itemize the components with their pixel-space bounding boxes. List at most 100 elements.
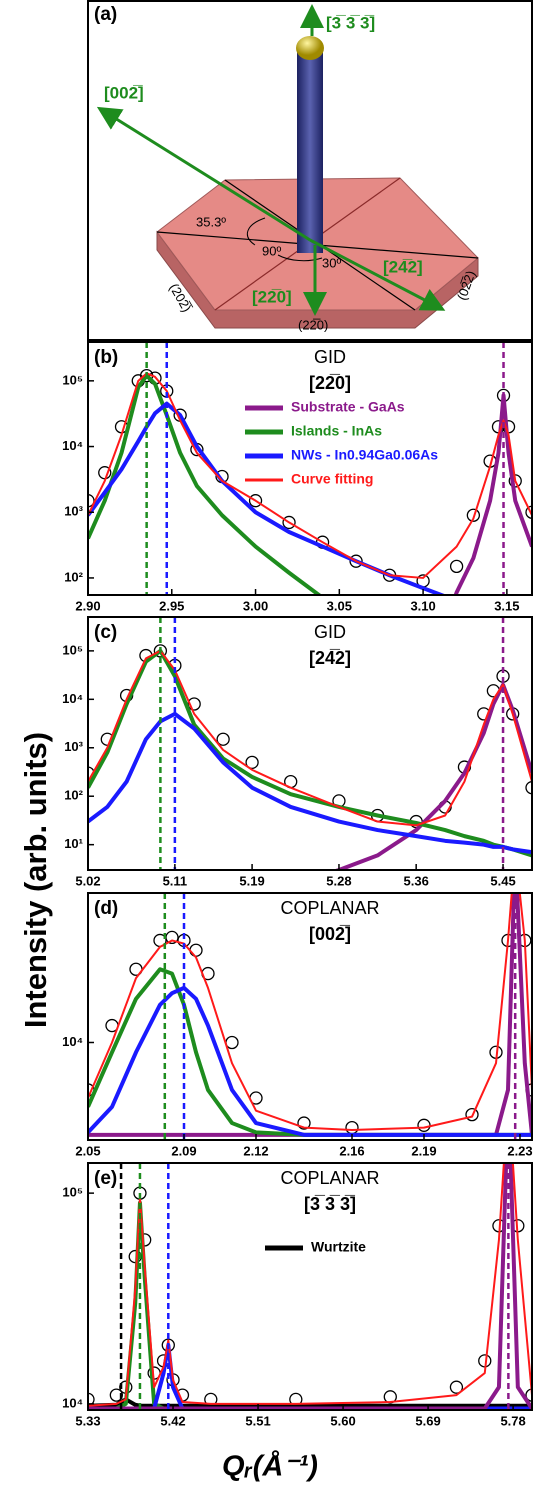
y-tick-label: 10⁵ (62, 642, 83, 657)
data-point (153, 644, 168, 658)
direction-arrow (96, 106, 311, 242)
series-line (453, 393, 532, 595)
data-point (465, 1107, 479, 1122)
nanowire-cap (296, 36, 324, 60)
series-line (332, 682, 532, 870)
series-line (88, 893, 532, 1131)
data-point (216, 732, 230, 746)
x-tick-label: 2.90 (75, 598, 100, 613)
data-point (525, 1388, 532, 1402)
series-line (88, 1397, 532, 1408)
data-point (297, 1116, 311, 1130)
data-point (88, 1392, 95, 1407)
plot-area (88, 1163, 532, 1410)
legend-label: Substrate - GaAs (291, 399, 405, 415)
panel-label: (b) (94, 347, 118, 368)
panel-subtitle: [002̅] (309, 924, 351, 944)
angle-label: 30º (322, 255, 341, 270)
panel-subtitle: [3̅ 3̅ 3̅] (304, 1194, 356, 1214)
panel-title: GID (314, 347, 346, 367)
axes-frame (87, 892, 533, 1141)
nanowire (297, 48, 323, 253)
direction-label: [3̅ 3̅ 3̅] (326, 13, 375, 32)
x-tick-label: 3.10 (410, 598, 435, 613)
direction-arrow (309, 238, 446, 311)
data-point (349, 554, 363, 568)
x-tick-label: 2.19 (411, 1143, 436, 1158)
panel-title: COPLANAR (280, 1168, 379, 1188)
diagram-panel: (a) [3̅ 3̅ 3̅] [002̅] [22̅0] [24̅2] 35.3… (87, 0, 533, 341)
x-tick-label: 2.05 (75, 1143, 100, 1158)
legend-label: NWs - In0.94Ga0.06As (291, 447, 438, 463)
y-tick-label: 10⁴ (62, 1034, 83, 1049)
data-point (466, 508, 481, 522)
angle-label: 90º (262, 243, 281, 258)
x-tick-label: 5.19 (239, 873, 264, 888)
x-tick-label: 5.28 (326, 873, 351, 888)
direction-label: [24̅2] (383, 257, 423, 276)
axes-frame (87, 616, 533, 871)
series-line (88, 401, 448, 595)
axes-frame (87, 1162, 533, 1411)
x-tick-label: 5.60 (330, 1413, 355, 1428)
y-tick-label: 10³ (64, 739, 83, 754)
x-tick-label: 5.51 (245, 1413, 270, 1428)
panel-label: (c) (94, 622, 117, 643)
angle-arc (277, 254, 323, 262)
axes-frame (87, 341, 533, 596)
series-line (88, 372, 532, 579)
facet-label: (22̅0) (298, 317, 328, 332)
x-tick-label: 5.11 (163, 873, 188, 888)
y-tick-label: 10¹ (64, 836, 83, 851)
x-tick-label: 2.12 (243, 1143, 268, 1158)
panel-title: GID (314, 622, 346, 642)
legend-label: Curve fitting (291, 471, 373, 487)
direction-label: [002̅] (104, 83, 144, 102)
x-tick-label: 5.78 (500, 1413, 525, 1428)
y-tick-label: 10⁴ (62, 691, 83, 706)
x-tick-label: 5.42 (160, 1413, 185, 1428)
series-line (88, 1163, 532, 1410)
series-line (88, 711, 532, 855)
series-line (88, 373, 323, 595)
x-tick-label: 3.15 (494, 598, 519, 613)
data-point (282, 515, 296, 530)
panel-label: (d) (94, 898, 118, 919)
data-point (525, 781, 532, 795)
angle-arc (246, 217, 266, 246)
x-axis-label: Qᵣ(Å⁻¹) (222, 1450, 318, 1483)
y-tick-label: 10² (64, 569, 83, 584)
panel-subtitle: [22̅0] (309, 373, 351, 393)
data-point (109, 1388, 123, 1402)
x-tick-label: 5.02 (75, 873, 100, 888)
angle-label: 35.3º (196, 214, 226, 229)
x-tick-label: 5.45 (490, 873, 515, 888)
x-tick-label: 5.36 (404, 873, 429, 888)
y-tick-label: 10² (64, 788, 83, 803)
y-tick-label: 10⁵ (62, 1185, 83, 1200)
legend-label: Wurtzite (311, 1239, 366, 1255)
series-line (88, 1163, 532, 1407)
x-tick-label: 5.33 (75, 1413, 100, 1428)
y-tick-label: 10⁴ (62, 438, 83, 453)
x-tick-label: 2.95 (159, 598, 184, 613)
series-line (88, 649, 532, 827)
data-point (449, 559, 464, 574)
legend-label: Islands - InAs (291, 423, 382, 439)
y-axis-label: Intensity (arb. units) (18, 732, 53, 1028)
data-point (248, 494, 263, 508)
x-tick-label: 3.00 (243, 598, 268, 613)
x-tick-label: 5.69 (415, 1413, 440, 1428)
data-point (525, 505, 532, 519)
data-point (187, 697, 201, 711)
panel-label: (e) (94, 1168, 117, 1189)
plot-frame (88, 617, 532, 870)
y-tick-label: 10⁵ (62, 372, 83, 387)
y-tick-label: 10³ (64, 504, 83, 519)
panel-label: (a) (94, 4, 117, 25)
panel-title: COPLANAR (280, 898, 379, 918)
series-line (88, 648, 532, 858)
x-tick-label: 2.23 (507, 1143, 532, 1158)
plot-area (88, 342, 532, 595)
